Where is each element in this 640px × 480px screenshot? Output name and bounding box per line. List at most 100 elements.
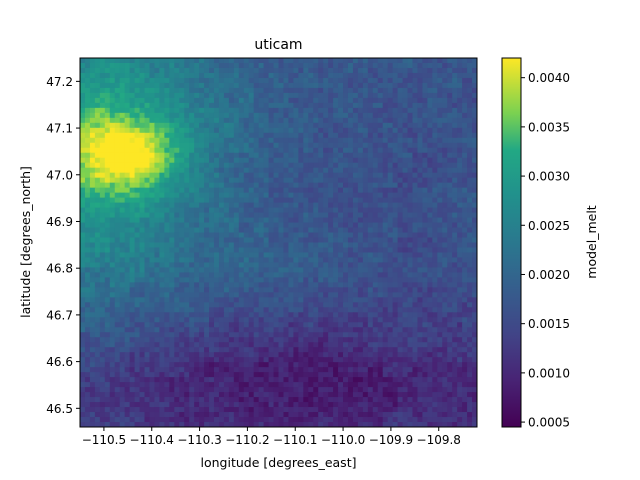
heatmap-cell: [194, 347, 200, 353]
heatmap-cell: [273, 77, 280, 84]
heatmap-cell: [402, 262, 409, 269]
heatmap-cell: [129, 202, 136, 209]
heatmap-cell: [328, 337, 334, 343]
heatmap-cell: [397, 157, 404, 164]
heatmap-cell: [338, 327, 344, 333]
heatmap-cell: [397, 302, 404, 308]
heatmap-cell: [233, 252, 240, 259]
heatmap-cell: [89, 87, 96, 94]
heatmap-cell: [397, 262, 404, 269]
heatmap-cell: [412, 192, 419, 199]
heatmap-cell: [367, 267, 374, 274]
heatmap-cell: [119, 187, 126, 194]
heatmap-cell: [124, 172, 131, 179]
heatmap-cell: [119, 212, 126, 219]
heatmap-cell: [109, 232, 116, 239]
heatmap-cell: [134, 282, 141, 288]
heatmap-cell: [472, 187, 477, 194]
heatmap-cell: [467, 82, 473, 89]
heatmap-cell: [243, 332, 250, 338]
heatmap-cell: [89, 307, 96, 313]
heatmap-cell: [89, 367, 96, 373]
heatmap-cell: [283, 352, 290, 358]
heatmap-cell: [278, 292, 285, 298]
heatmap-cell: [89, 317, 96, 323]
heatmap-cell: [362, 262, 369, 269]
heatmap-cell: [174, 222, 180, 229]
heatmap-cell: [268, 82, 275, 89]
heatmap-cell: [407, 187, 414, 194]
heatmap-cell: [407, 222, 414, 229]
heatmap-cell: [452, 142, 458, 149]
heatmap-cell: [457, 212, 463, 219]
heatmap-cell: [194, 127, 200, 134]
heatmap-cell: [139, 122, 146, 129]
heatmap-cell: [109, 147, 116, 154]
heatmap-cell: [253, 262, 260, 269]
heatmap-cell: [218, 112, 225, 119]
heatmap-cell: [288, 67, 294, 74]
heatmap-cell: [303, 107, 309, 114]
heatmap-cell: [422, 127, 428, 134]
heatmap-cell: [347, 317, 354, 323]
heatmap-cell: [134, 297, 141, 303]
heatmap-cell: [174, 252, 180, 259]
heatmap-cell: [308, 272, 314, 279]
heatmap-cell: [362, 322, 369, 328]
heatmap-cell: [437, 82, 443, 89]
heatmap-cell: [114, 357, 121, 363]
heatmap-cell: [323, 87, 329, 94]
heatmap-cell: [313, 182, 319, 189]
heatmap-cell: [139, 302, 146, 308]
heatmap-cell: [149, 252, 156, 259]
heatmap-cell: [104, 62, 111, 69]
heatmap-cell: [293, 182, 299, 189]
heatmap-cell: [412, 247, 419, 254]
heatmap-cell: [258, 337, 265, 343]
heatmap-cell: [119, 317, 126, 323]
heatmap-cell: [194, 292, 200, 298]
heatmap-cell: [129, 262, 136, 269]
heatmap-cell: [343, 292, 349, 298]
heatmap-cell: [407, 82, 414, 89]
heatmap-cell: [109, 177, 116, 184]
heatmap-cell: [447, 182, 453, 189]
heatmap-cell: [218, 222, 225, 229]
heatmap-cell: [457, 287, 463, 293]
heatmap-cell: [343, 347, 349, 353]
heatmap-cell: [199, 107, 205, 114]
heatmap-cell: [273, 362, 280, 368]
heatmap-cell: [243, 82, 250, 89]
heatmap-cell: [377, 322, 384, 328]
heatmap-cell: [218, 297, 225, 303]
heatmap-cell: [333, 357, 339, 363]
heatmap-cell: [248, 277, 255, 283]
heatmap-cell: [392, 307, 399, 313]
heatmap-cell: [184, 197, 190, 204]
heatmap-cell: [218, 232, 225, 239]
heatmap-cell: [89, 127, 96, 134]
heatmap-cell: [472, 142, 477, 149]
heatmap-cell: [174, 117, 180, 124]
heatmap-cell: [154, 257, 160, 264]
heatmap-cell: [427, 137, 433, 144]
heatmap-cell: [119, 362, 126, 368]
heatmap-cell: [223, 92, 230, 99]
heatmap-cell: [243, 197, 250, 204]
heatmap-cell: [189, 212, 195, 219]
heatmap-cell: [268, 287, 275, 293]
heatmap-cell: [432, 232, 438, 239]
heatmap-cell: [134, 242, 141, 249]
heatmap-cell: [333, 152, 339, 159]
heatmap-cell: [159, 152, 165, 159]
heatmap-cell: [119, 172, 126, 179]
heatmap-cell: [422, 317, 428, 323]
heatmap-cell: [293, 257, 299, 264]
heatmap-cell: [248, 187, 255, 194]
heatmap-cell: [283, 127, 290, 134]
heatmap-cell: [472, 317, 477, 323]
heatmap-cell: [333, 252, 339, 259]
heatmap-cell: [293, 282, 299, 288]
heatmap-cell: [223, 132, 230, 139]
heatmap-cell: [452, 117, 458, 124]
